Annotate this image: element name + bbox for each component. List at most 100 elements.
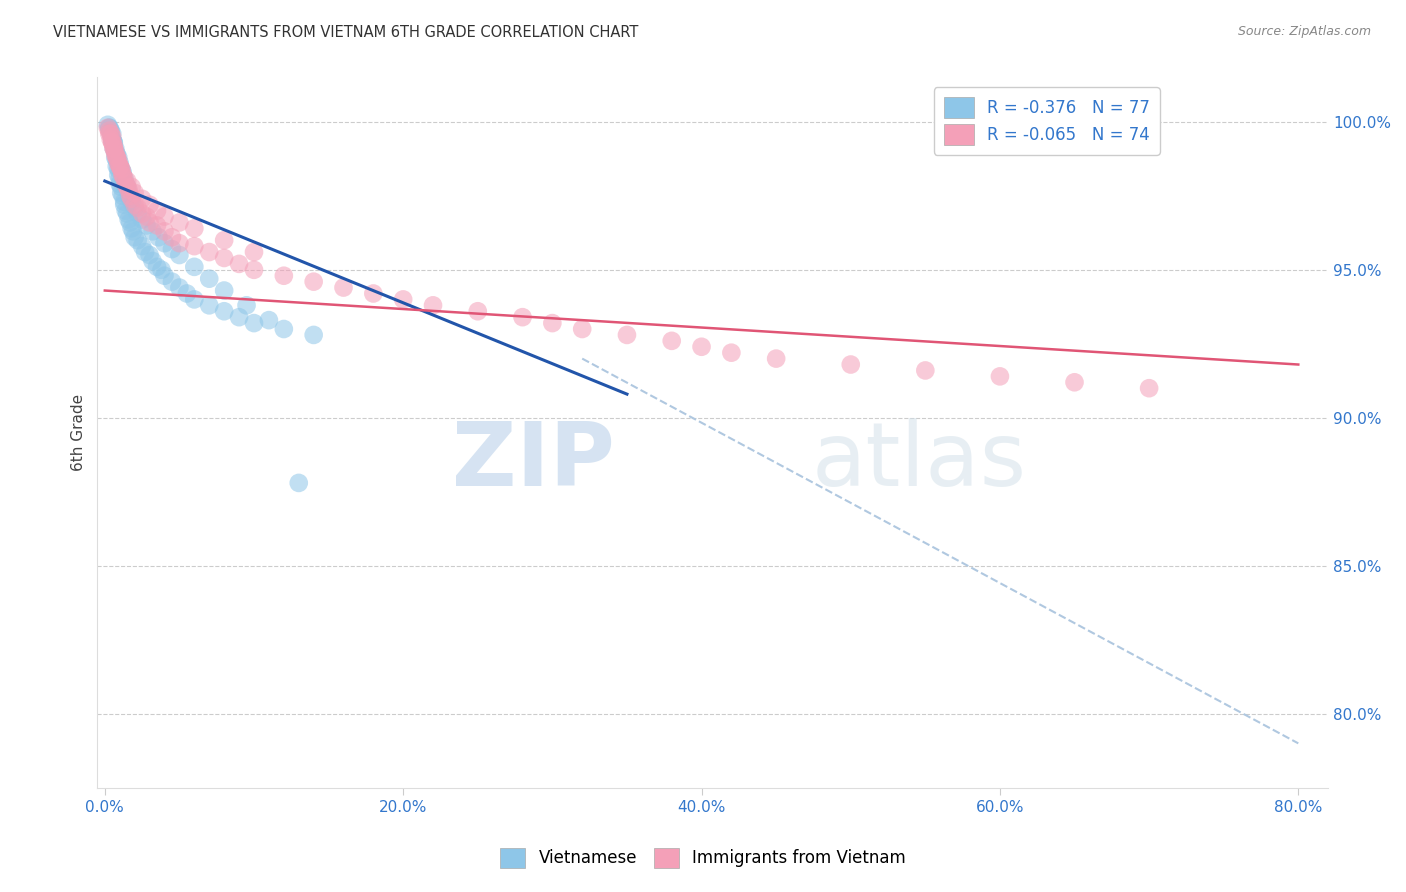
Point	[153, 210, 176, 224]
Point	[124, 197, 146, 211]
Point	[127, 201, 149, 215]
Point	[138, 197, 160, 211]
Point	[153, 268, 176, 283]
Point	[720, 345, 742, 359]
Point	[332, 280, 354, 294]
Point	[273, 268, 295, 283]
Point	[243, 262, 266, 277]
Point	[114, 177, 136, 191]
Point	[169, 248, 191, 262]
Point	[103, 141, 125, 155]
Point	[124, 201, 146, 215]
Point	[121, 221, 143, 235]
Point	[212, 233, 235, 247]
Point	[467, 304, 489, 318]
Point	[160, 275, 183, 289]
Point	[104, 141, 127, 155]
Point	[105, 150, 128, 164]
Point	[98, 124, 121, 138]
Point	[101, 127, 124, 141]
Point	[183, 293, 205, 307]
Point	[169, 215, 191, 229]
Point	[100, 127, 122, 141]
Point	[105, 159, 128, 173]
Point	[121, 180, 143, 194]
Point	[118, 186, 141, 200]
Point	[97, 118, 120, 132]
Point	[108, 159, 131, 173]
Point	[146, 260, 169, 274]
Point	[914, 363, 936, 377]
Point	[228, 257, 250, 271]
Point	[839, 358, 862, 372]
Point	[115, 174, 138, 188]
Point	[111, 168, 134, 182]
Point	[287, 475, 309, 490]
Point	[110, 162, 132, 177]
Point	[212, 251, 235, 265]
Point	[135, 219, 157, 233]
Point	[111, 168, 134, 182]
Point	[183, 260, 205, 274]
Point	[115, 180, 138, 194]
Point	[363, 286, 385, 301]
Point	[135, 210, 157, 224]
Point	[100, 127, 122, 141]
Point	[110, 180, 132, 194]
Point	[127, 233, 149, 247]
Point	[108, 171, 131, 186]
Point	[122, 224, 145, 238]
Point	[243, 245, 266, 260]
Point	[541, 316, 564, 330]
Point	[212, 304, 235, 318]
Point	[571, 322, 593, 336]
Point	[98, 120, 121, 135]
Point	[107, 156, 129, 170]
Point	[212, 284, 235, 298]
Point	[112, 197, 135, 211]
Point	[112, 171, 135, 186]
Point	[112, 171, 135, 186]
Point	[103, 138, 125, 153]
Point	[153, 224, 176, 238]
Point	[110, 162, 132, 177]
Text: ZIP: ZIP	[451, 417, 614, 505]
Point	[115, 206, 138, 220]
Point	[150, 262, 173, 277]
Point	[131, 239, 153, 253]
Point	[121, 194, 143, 209]
Point	[101, 136, 124, 150]
Point	[392, 293, 415, 307]
Text: Source: ZipAtlas.com: Source: ZipAtlas.com	[1237, 25, 1371, 38]
Point	[118, 183, 141, 197]
Point	[690, 340, 713, 354]
Point	[105, 147, 128, 161]
Point	[103, 136, 125, 150]
Point	[198, 298, 221, 312]
Point	[228, 310, 250, 325]
Point	[101, 132, 124, 146]
Point	[100, 132, 122, 146]
Point	[114, 203, 136, 218]
Point	[108, 177, 131, 191]
Point	[101, 132, 124, 146]
Point	[107, 153, 129, 168]
Point	[131, 206, 153, 220]
Point	[988, 369, 1011, 384]
Point	[112, 194, 135, 209]
Point	[243, 316, 266, 330]
Point	[101, 136, 124, 150]
Point	[121, 192, 143, 206]
Point	[169, 280, 191, 294]
Point	[110, 162, 132, 177]
Point	[105, 153, 128, 168]
Point	[183, 221, 205, 235]
Point	[98, 120, 121, 135]
Point	[273, 322, 295, 336]
Point	[108, 159, 131, 173]
Point	[104, 145, 127, 159]
Point	[120, 215, 142, 229]
Point	[302, 327, 325, 342]
Point	[111, 189, 134, 203]
Point	[134, 245, 156, 260]
